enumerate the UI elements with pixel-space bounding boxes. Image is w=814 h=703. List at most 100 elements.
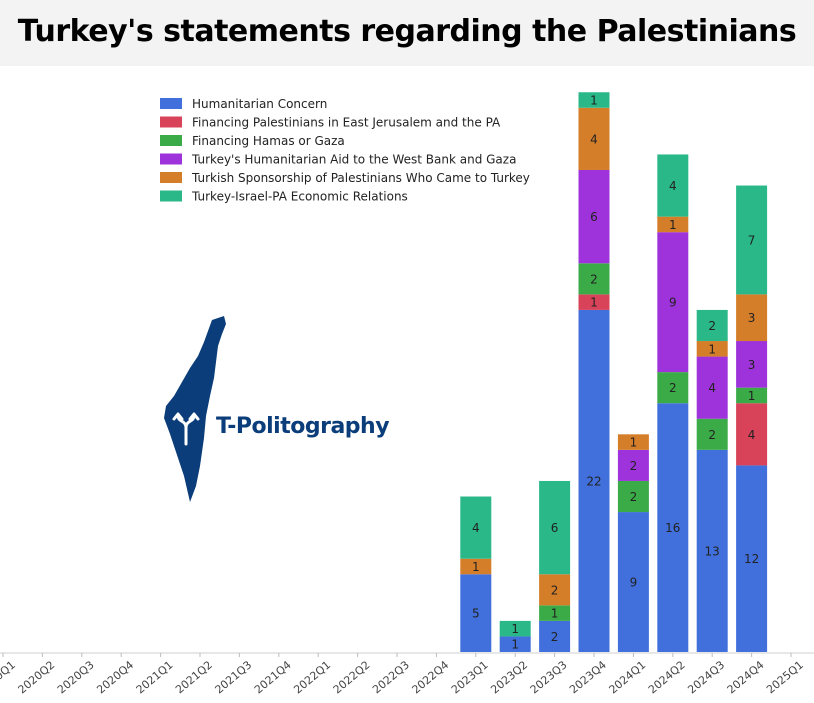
bar-segment xyxy=(578,309,610,652)
bar-segment xyxy=(617,434,649,450)
data-label: 1 xyxy=(590,296,598,310)
data-label: 2 xyxy=(708,428,716,442)
bar-segment xyxy=(657,232,689,373)
x-tick-label: 2020Q1 xyxy=(0,658,18,696)
chart: 5141121262212641922116291413241212413372… xyxy=(0,92,814,696)
bar-segment xyxy=(657,216,689,233)
bar-segment xyxy=(539,480,571,575)
data-label: 7 xyxy=(748,233,756,247)
bar-segment xyxy=(657,154,689,217)
legend-swatch xyxy=(160,172,182,183)
x-tick-label: 2021Q2 xyxy=(173,658,215,696)
legend-label: Financing Hamas or Gaza xyxy=(192,134,345,148)
bar-segment xyxy=(578,294,610,310)
x-tick-label: 2021Q1 xyxy=(134,658,176,696)
bar-segment xyxy=(736,185,768,295)
fork-arrows-icon xyxy=(172,412,200,446)
map-silhouette-icon xyxy=(164,316,226,502)
data-label: 12 xyxy=(744,552,759,566)
x-tick-label: 2022Q2 xyxy=(331,658,373,696)
data-label: 16 xyxy=(665,521,680,535)
bar-segment xyxy=(736,465,768,652)
data-label: 2 xyxy=(590,272,598,286)
bar-segment xyxy=(617,480,649,513)
bar-segment xyxy=(736,387,768,404)
data-label: 3 xyxy=(748,358,756,372)
x-tick-label: 2022Q1 xyxy=(291,658,333,696)
data-label: 9 xyxy=(669,296,677,310)
data-label: 2 xyxy=(708,319,716,333)
bar-segment xyxy=(578,107,610,170)
data-label: 6 xyxy=(590,210,598,224)
x-tick-label: 2025Q1 xyxy=(764,658,806,696)
bar-segment xyxy=(578,169,610,264)
data-label: 4 xyxy=(590,132,598,146)
bar-segment xyxy=(539,620,571,652)
legend-swatch xyxy=(160,190,182,202)
bar-segment xyxy=(460,496,492,559)
bar-segment xyxy=(696,449,728,652)
data-label: 5 xyxy=(472,607,480,621)
data-label: 22 xyxy=(586,474,601,488)
data-label: 1 xyxy=(630,436,638,450)
x-tick-label: 2022Q4 xyxy=(410,658,452,696)
x-tick-label: 2024Q1 xyxy=(607,658,649,696)
x-tick-label: 2023Q1 xyxy=(449,658,491,696)
bar-segment xyxy=(617,512,649,652)
bar-segment xyxy=(696,341,728,357)
x-tick-label: 2020Q2 xyxy=(16,658,58,696)
bar-segment xyxy=(539,574,571,606)
x-tick-label: 2024Q3 xyxy=(685,658,727,696)
data-label: 1 xyxy=(669,218,677,232)
x-tick-label: 2023Q3 xyxy=(528,658,570,696)
logo xyxy=(164,316,226,502)
legend-label: Turkey's Humanitarian Aid to the West Ba… xyxy=(191,153,516,167)
bar-segment xyxy=(736,341,768,388)
x-tick-label: 2020Q3 xyxy=(55,658,97,696)
legend-label: Turkey-Israel-PA Economic Relations xyxy=(191,190,408,204)
data-label: 4 xyxy=(748,428,756,442)
data-label: 4 xyxy=(708,381,716,395)
data-label: 13 xyxy=(705,544,720,558)
title-bar: Turkey's statements regarding the Palest… xyxy=(0,0,814,66)
data-label: 2 xyxy=(669,381,677,395)
bar-segment xyxy=(499,636,531,652)
legend-swatch xyxy=(160,135,182,146)
chart-title: Turkey's statements regarding the Palest… xyxy=(17,14,797,49)
x-tick-label: 2024Q2 xyxy=(646,658,688,696)
x-tick-label: 2021Q3 xyxy=(213,658,255,696)
x-tick-label: 2024Q4 xyxy=(725,658,767,696)
data-label: 1 xyxy=(511,622,519,636)
x-tick-label: 2023Q4 xyxy=(567,658,609,696)
data-label: 4 xyxy=(669,179,677,193)
bar-segment xyxy=(657,403,689,652)
legend-label: Humanitarian Concern xyxy=(192,97,327,111)
data-label: 1 xyxy=(708,342,716,356)
bar-segment xyxy=(539,605,571,621)
x-tick-label: 2021Q4 xyxy=(252,658,294,696)
x-tick-label: 2023Q2 xyxy=(488,658,530,696)
data-label: 1 xyxy=(551,607,559,621)
bar-segment xyxy=(696,356,728,419)
data-label: 9 xyxy=(630,576,638,590)
bar-segment xyxy=(696,418,728,450)
bar-segment xyxy=(736,294,768,342)
data-label: 2 xyxy=(630,459,638,473)
data-label: 2 xyxy=(630,490,638,504)
legend-swatch xyxy=(160,116,182,128)
bar-segment xyxy=(736,403,768,466)
data-label: 1 xyxy=(511,638,519,652)
bar-segment xyxy=(460,574,492,652)
bar-segment xyxy=(696,309,728,342)
data-label: 2 xyxy=(551,630,559,644)
x-tick-label: 2020Q4 xyxy=(94,658,136,696)
legend-label: Financing Palestinians in East Jerusalem… xyxy=(192,116,501,130)
bar-segment xyxy=(578,92,610,108)
logo-text: T-Politography xyxy=(216,414,390,439)
bar-segment xyxy=(657,372,689,404)
bar-segment xyxy=(617,449,649,481)
bar-segment xyxy=(578,263,610,295)
data-label: 1 xyxy=(472,560,480,574)
data-label: 4 xyxy=(472,521,480,535)
